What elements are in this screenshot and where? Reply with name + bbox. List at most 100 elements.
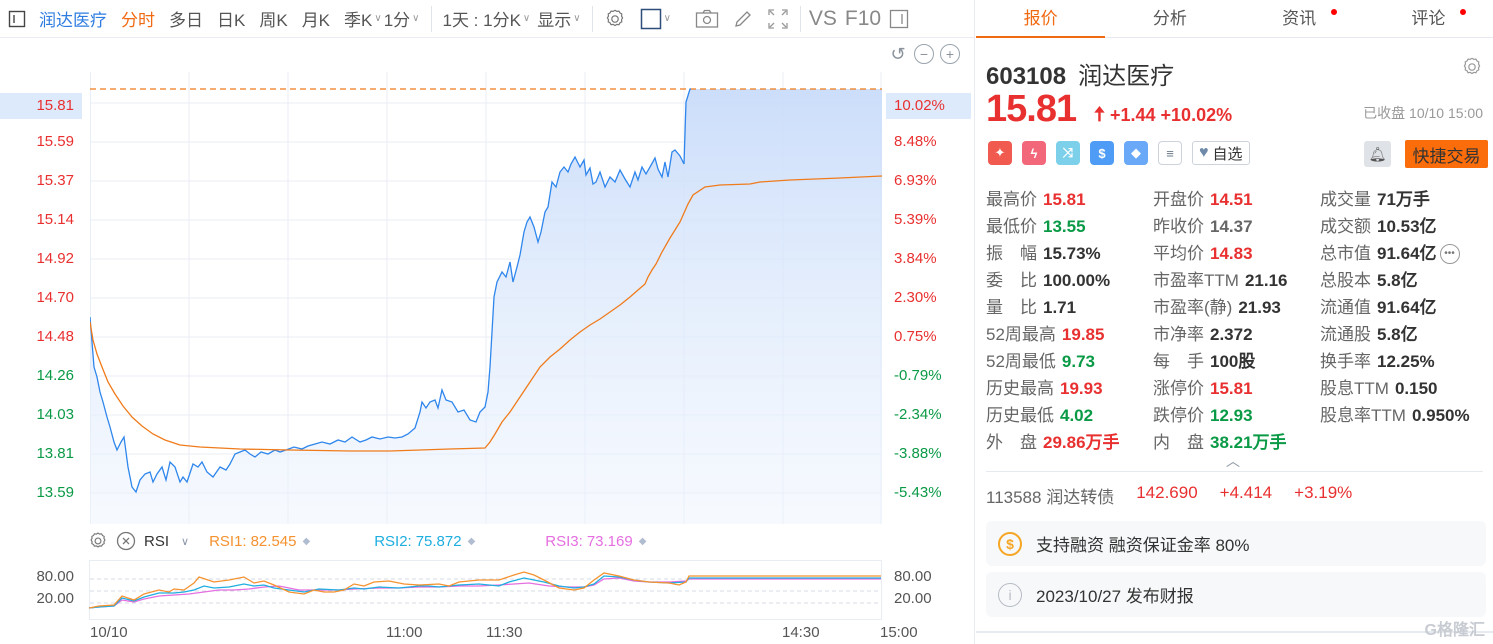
layout-select[interactable]: ∨ (633, 8, 678, 30)
tab-monthly-k[interactable]: 月K (301, 11, 331, 30)
x-tick: 11:30 (486, 624, 523, 641)
x-tick: 14:30 (782, 624, 820, 641)
stats-grid: 最高价 15.81 开盘价 14.51 成交量 71万手 最低价 13.55 昨收价 14… (986, 188, 1491, 458)
right-panel-toggle[interactable] (885, 9, 913, 29)
stat-value: 91.64亿 (1377, 298, 1437, 317)
pct-tick: -3.88% (894, 445, 942, 462)
convertible-bond-row[interactable]: 113588 润达转债 142.690 +4.414 +3.19% (986, 483, 1352, 508)
stat-value: 14.51 (1210, 190, 1253, 209)
pct-tick: -5.43% (894, 484, 942, 501)
display-select-value: 显示 (537, 11, 572, 30)
settings-button[interactable] (597, 8, 633, 30)
pct-tick: 8.48% (894, 133, 937, 150)
bond-change: +4.414 (1219, 483, 1273, 502)
rsi-settings-button[interactable] (88, 531, 108, 551)
zoom-out-icon[interactable]: − (914, 44, 934, 64)
stat-value: 71万手 (1377, 190, 1430, 209)
stock-name-label[interactable]: 润达医疗 (39, 11, 107, 30)
stat-label: 量 比 (986, 298, 1037, 317)
display-select[interactable]: 显示 ∨ (537, 6, 587, 31)
chevron-down-icon[interactable]: ∨ (181, 535, 190, 548)
lightning-icon[interactable]: ϟ (1022, 141, 1046, 165)
stat-value: 100.00% (1043, 271, 1111, 290)
divider (986, 471, 1483, 472)
alert-button[interactable]: 🔔︎ (1364, 141, 1391, 167)
earnings-card[interactable]: i 2023/10/27 发布财报 (986, 572, 1486, 617)
bell-icon: 🔔︎ (1368, 145, 1387, 162)
sidebar-toggle-button[interactable] (0, 10, 32, 28)
tab-comments-label: 评论 (1411, 9, 1446, 28)
tab-news[interactable]: 资讯 (1235, 0, 1364, 37)
stat-value: 10.53亿 (1377, 217, 1437, 236)
china-flag-icon[interactable]: ✦ (988, 141, 1012, 165)
stat-label: 昨收价 (1153, 217, 1204, 236)
stat-value: 1.71 (1043, 298, 1077, 317)
tab-intraday[interactable]: 分时 (121, 11, 155, 30)
price-tick: 15.81 (0, 93, 82, 119)
margin-card[interactable]: $ 支持融资 融资保证金率 80% (986, 521, 1486, 566)
bond-name: 113588 润达转债 (986, 488, 1115, 507)
stock-code: 603108 (986, 63, 1067, 90)
reset-icon[interactable]: ↺ (890, 44, 906, 64)
chevron-down-icon: ∨ (374, 13, 382, 24)
margin-text: 支持融资 融资保证金率 80% (1036, 536, 1250, 555)
range-select[interactable]: 1天 : 1分K ∨ (436, 6, 538, 31)
add-watchlist-button[interactable]: ♥ 自选 (1192, 141, 1250, 165)
stat-value: 12.93 (1210, 406, 1253, 425)
rsi-plot (89, 560, 882, 620)
rsi1-value: 82.545 (250, 532, 297, 550)
rsi-close-button[interactable] (116, 531, 136, 551)
stat-value: 21.16 (1244, 271, 1288, 290)
quote-settings-button[interactable] (1461, 56, 1483, 84)
price-tick: 14.92 (36, 250, 74, 267)
screenshot-button[interactable] (688, 9, 726, 29)
stat-value: 15.81 (1210, 379, 1253, 398)
stat-value: 2.372 (1210, 325, 1253, 344)
pct-tick: -0.79% (894, 367, 942, 384)
vs-button[interactable]: VS (808, 6, 837, 30)
price-plot (90, 72, 882, 524)
tab-analysis[interactable]: 分析 (1105, 0, 1234, 37)
fullscreen-icon (768, 8, 788, 29)
bookmark-icon[interactable]: ≡ (1158, 141, 1182, 165)
stat-value: 5.8亿 (1377, 271, 1418, 290)
pct-tick: -2.34% (894, 406, 942, 423)
stat-label: 股息TTM (1320, 379, 1389, 398)
period-select[interactable]: 1分 ∨ (382, 6, 427, 31)
tab-daily-k[interactable]: 日K (217, 11, 246, 30)
pct-tick: 5.39% (894, 211, 937, 228)
tag-icon[interactable]: ◆ (1124, 141, 1148, 165)
intraday-chart[interactable]: 15.81 15.59 15.37 15.14 14.92 14.70 14.4… (0, 60, 975, 530)
stat-label: 振 幅 (986, 244, 1037, 263)
draw-button[interactable] (726, 9, 760, 29)
stat-value: 5.8亿 (1377, 325, 1418, 344)
quick-trade-button[interactable]: 快捷交易 (1405, 140, 1488, 168)
tab-quarterly-k[interactable]: 季K ∨ (337, 6, 382, 31)
tab-weekly-k[interactable]: 周K (259, 11, 288, 30)
f10-button[interactable]: F10 (844, 6, 882, 30)
stat-value: 100股 (1210, 352, 1256, 371)
price-change: 🠅 +1.44 +10.02% (1094, 100, 1232, 134)
tab-comments[interactable]: 评论 (1364, 0, 1493, 37)
shuffle-icon[interactable]: ⤨ (1056, 141, 1080, 165)
gear-icon (1463, 57, 1481, 75)
fullscreen-button[interactable] (760, 8, 796, 30)
stat-label: 52周最低 (986, 352, 1056, 371)
tab-quote[interactable]: 报价 (976, 0, 1106, 38)
more-icon[interactable]: ••• (1439, 244, 1460, 264)
dollar-icon[interactable]: $ (1090, 141, 1114, 165)
market-status: 已收盘 10/10 15:00 (1363, 105, 1483, 121)
collapse-chevron-icon[interactable]: ︿ (1226, 453, 1240, 469)
stats-row: 委 比 100.00% 市盈率TTM 21.16 总股本 5.8亿 (986, 269, 1491, 296)
stat-label: 总市值 (1320, 244, 1371, 263)
pct-tick: 3.84% (894, 250, 937, 267)
diamond-icon: ◆ (302, 535, 311, 547)
x-tick: 11:00 (386, 624, 423, 641)
zoom-in-icon[interactable]: + (940, 44, 960, 64)
stat-value: 15.81 (1043, 190, 1086, 209)
rsi1-label: RSI1: (209, 532, 247, 550)
stat-label: 52周最高 (986, 325, 1056, 344)
tab-multi-day[interactable]: 多日 (169, 11, 203, 30)
tab-quarterly-label: 季K (344, 11, 373, 30)
stat-label: 历史最低 (986, 406, 1054, 425)
